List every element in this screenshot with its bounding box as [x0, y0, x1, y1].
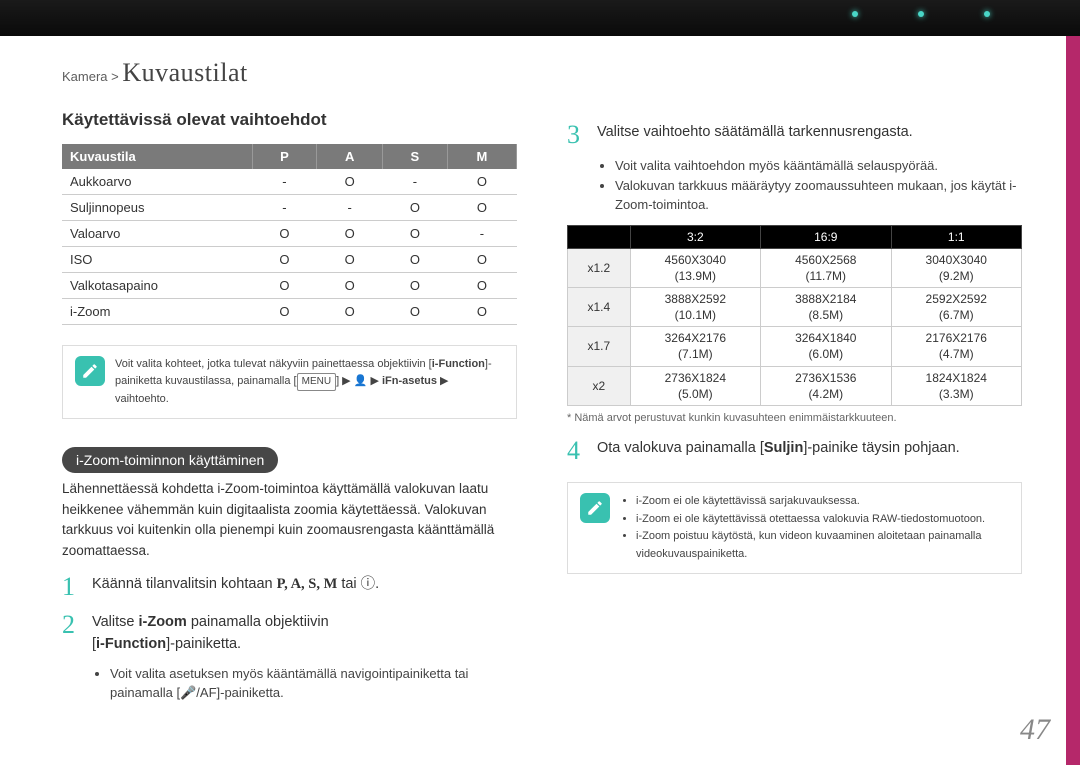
table-header [568, 225, 631, 248]
breadcrumb-parent: Kamera > [62, 69, 119, 84]
list-item: i-Zoom ei ole käytettävissä sarjakuvauks… [636, 493, 1009, 511]
side-accent [1066, 36, 1080, 765]
step-1: 1 Käännä tilanvalitsin kohtaan P, A, S, … [62, 574, 517, 600]
step2-sub: Voit valita asetuksen myös kääntämällä n… [110, 664, 517, 703]
pen-icon [75, 356, 105, 386]
step-2: 2 Valitse i-Zoom painamalla objektiivin … [62, 612, 517, 656]
table-row: ValoarvoOOO- [62, 221, 517, 247]
table-header: S [382, 144, 447, 169]
table-header: P [252, 144, 317, 169]
note-box-2: i-Zoom ei ole käytettävissä sarjakuvauks… [567, 482, 1022, 574]
left-heading: Käytettävissä olevat vaihtoehdot [62, 110, 517, 130]
list-item: i-Zoom poistuu käytöstä, kun videon kuva… [636, 528, 1009, 563]
list-item: i-Zoom ei ole käytettävissä otettaessa v… [636, 511, 1009, 529]
table-row: x1.43888X2592(10.1M)3888X2184(8.5M)2592X… [568, 287, 1022, 326]
page-number: 47 [1020, 713, 1050, 747]
table-row: i-ZoomOOOO [62, 299, 517, 325]
note1-text: Voit valita kohteet, jotka tulevat näkyv… [115, 356, 504, 408]
pen-icon [580, 493, 610, 523]
step-4: 4 Ota valokuva painamalla [Suljin]-paini… [567, 438, 1022, 464]
table-header: 1:1 [891, 225, 1021, 248]
note2-text: i-Zoom ei ole käytettävissä sarjakuvauks… [620, 493, 1009, 563]
options-table: KuvaustilaPASM Aukkoarvo-O-OSuljinnopeus… [62, 144, 517, 325]
right-column: 3 Valitse vaihtoehto säätämällä tarkennu… [567, 110, 1022, 713]
step3-sub: Voit valita vaihtoehdon myös kääntämällä… [615, 156, 1022, 215]
table-row: Aukkoarvo-O-O [62, 169, 517, 195]
top-bar [0, 0, 1080, 36]
table-header: M [447, 144, 516, 169]
content: Käytettävissä olevat vaihtoehdot Kuvaust… [62, 110, 1022, 713]
resolution-table: 3:216:91:1 x1.24560X3040(13.9M)4560X2568… [567, 225, 1022, 407]
section-pill: i-Zoom-toiminnon käyttäminen [62, 447, 278, 473]
table-row: x1.24560X3040(13.9M)4560X2568(11.7M)3040… [568, 248, 1022, 287]
table-row: ValkotasapainoOOOO [62, 273, 517, 299]
table-row: x1.73264X2176(7.1M)3264X1840(6.0M)2176X2… [568, 327, 1022, 366]
table-header: 3:2 [630, 225, 760, 248]
table-row: ISOOOOO [62, 247, 517, 273]
breadcrumb: Kamera > Kuvaustilat [62, 58, 248, 88]
table-header: A [317, 144, 383, 169]
intro-text: Lähennettäessä kohdetta i-Zoom-toimintoa… [62, 479, 517, 563]
table-header: 16:9 [761, 225, 891, 248]
table-row: Suljinnopeus--OO [62, 195, 517, 221]
table-row: x22736X1824(5.0M)2736X1536(4.2M)1824X182… [568, 366, 1022, 405]
step-3: 3 Valitse vaihtoehto säätämällä tarkennu… [567, 122, 1022, 148]
table-footnote: * Nämä arvot perustuvat kunkin kuvasuhte… [567, 412, 1022, 424]
left-column: Käytettävissä olevat vaihtoehdot Kuvaust… [62, 110, 517, 713]
breadcrumb-section: Kuvaustilat [122, 58, 247, 87]
note-box-1: Voit valita kohteet, jotka tulevat näkyv… [62, 345, 517, 419]
table-header: Kuvaustila [62, 144, 252, 169]
